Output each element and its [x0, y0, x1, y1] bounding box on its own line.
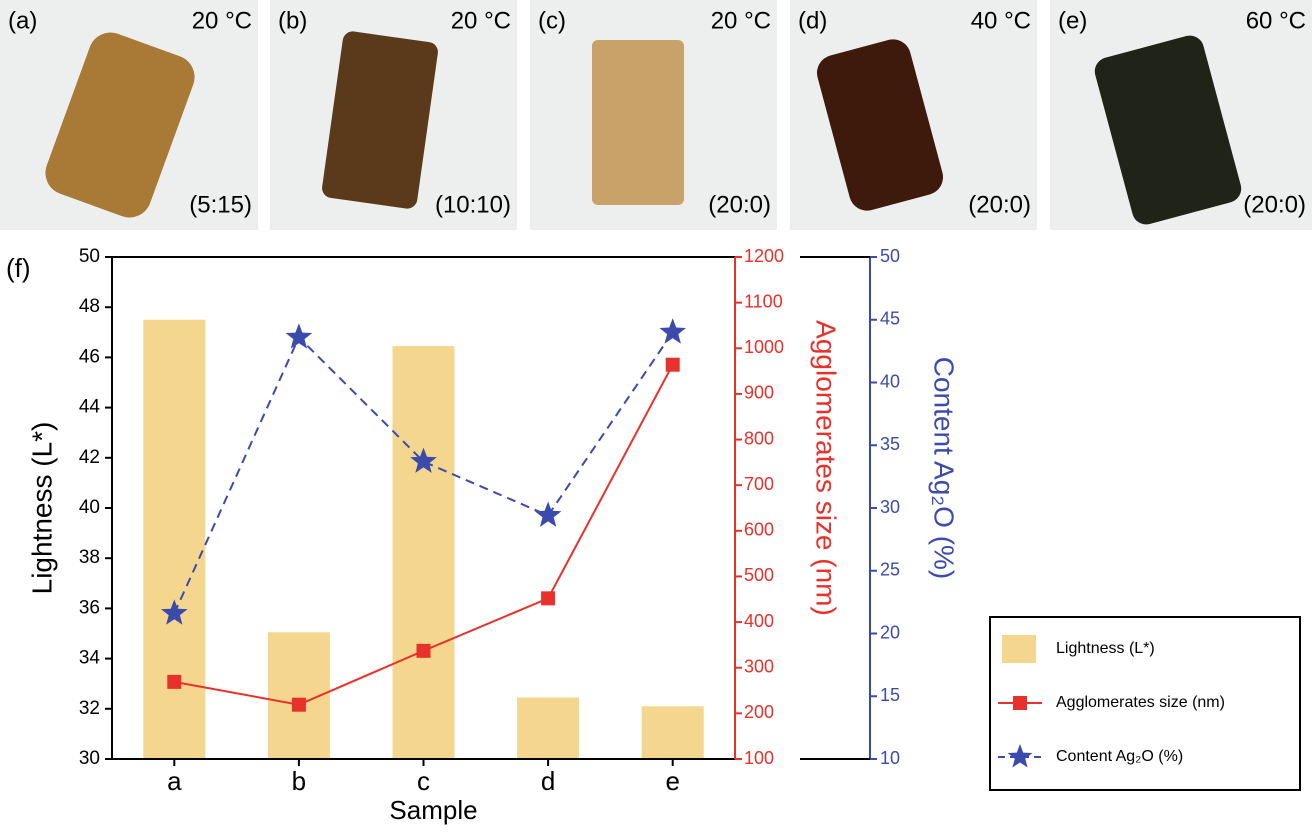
y-tick-label: 44 — [79, 397, 101, 418]
y2-tick-label: 1200 — [744, 246, 784, 266]
bar — [642, 706, 704, 759]
y-tick-label: 36 — [79, 597, 100, 618]
y-tick-label: 48 — [79, 296, 100, 317]
bar — [393, 346, 455, 759]
legend-label: Content Ag₂O (%) — [1056, 748, 1183, 765]
panel-label: (f) — [6, 253, 31, 283]
panel-label: (c) — [538, 7, 566, 34]
y2-axis-title: Agglomerates size (nm) — [811, 320, 842, 616]
ratio: (10:10) — [435, 191, 511, 218]
y3-tick-label: 50 — [880, 246, 900, 266]
y2-tick-label: 700 — [744, 474, 774, 494]
temperature: 60 °C — [1246, 7, 1306, 34]
y2-tick-label: 400 — [744, 611, 774, 631]
bars — [143, 320, 703, 759]
x-tick-label: c — [417, 766, 430, 796]
ratio: (20:0) — [1243, 191, 1306, 218]
bar — [517, 698, 579, 759]
y2-tick-label: 300 — [744, 656, 774, 676]
marker — [417, 644, 431, 658]
y-tick-label: 46 — [79, 346, 100, 367]
y-tick-label: 42 — [79, 447, 100, 468]
y3-tick-label: 10 — [880, 748, 900, 768]
page: (f) (a) 20 °C (5:15) (b) 20 °C (10:10) (c) 20 °… — [0, 0, 1312, 837]
x-tick-label: b — [292, 766, 306, 796]
y-tick-label: 38 — [79, 547, 100, 568]
y3-tick-label: 15 — [880, 685, 900, 705]
y-axis-title: Lightness (L*) — [26, 422, 57, 595]
y3-tick-label: 20 — [880, 622, 900, 642]
marker — [286, 323, 313, 348]
panel-label: (a) — [8, 7, 37, 34]
y2-tick-label: 200 — [744, 702, 774, 722]
y2-tick-label: 500 — [744, 565, 774, 585]
marker — [541, 591, 555, 605]
x-tick-label: d — [541, 766, 555, 796]
marker — [535, 502, 562, 527]
panel-label: (b) — [278, 7, 307, 34]
legend-swatch — [1013, 696, 1027, 710]
ratio: (20:0) — [968, 191, 1031, 218]
x-axis-title: Sample — [389, 795, 477, 825]
x-tick-label: e — [665, 766, 679, 796]
ratio: (20:0) — [708, 191, 771, 218]
bar — [143, 320, 205, 759]
y-tick-label: 34 — [79, 648, 101, 669]
y2-tick-label: 100 — [744, 748, 774, 768]
y3-tick-label: 40 — [880, 371, 900, 391]
temperature: 20 °C — [451, 7, 511, 34]
y2-tick-label: 1000 — [744, 337, 784, 357]
marker — [666, 358, 680, 372]
marker — [292, 698, 306, 712]
temperature: 20 °C — [711, 7, 771, 34]
y2-tick-label: 800 — [744, 428, 774, 448]
y2-tick-label: 1100 — [744, 291, 783, 311]
y2-tick-label: 600 — [744, 520, 774, 540]
y3-tick-label: 35 — [880, 434, 900, 454]
marker — [167, 675, 181, 689]
ratio: (5:15) — [189, 191, 252, 218]
y-tick-label: 40 — [79, 497, 100, 518]
y-tick-label: 50 — [79, 246, 100, 267]
figure: (f) (a) 20 °C (5:15) (b) 20 °C (10:10) (c) 20 °… — [0, 0, 1312, 832]
sample-photo — [592, 40, 684, 205]
y-tick-label: 32 — [79, 698, 100, 719]
legend-swatch — [1002, 635, 1036, 663]
y3-axis-title: Content Ag₂O (%) — [929, 357, 960, 580]
y3-tick-label: 30 — [880, 497, 900, 517]
temperature: 20 °C — [192, 7, 252, 34]
y3-tick-label: 45 — [880, 309, 900, 329]
y-tick-label: 30 — [79, 748, 100, 769]
y2-tick-label: 900 — [744, 383, 774, 403]
marker — [659, 318, 686, 343]
temperature: 40 °C — [971, 7, 1031, 34]
panel-label: (e) — [1058, 7, 1087, 34]
y3-tick-label: 25 — [880, 560, 900, 580]
x-tick-label: a — [167, 766, 182, 796]
legend-label: Lightness (L*) — [1056, 640, 1155, 657]
legend-label: Agglomerates size (nm) — [1056, 694, 1225, 711]
panel-label: (d) — [798, 7, 827, 34]
